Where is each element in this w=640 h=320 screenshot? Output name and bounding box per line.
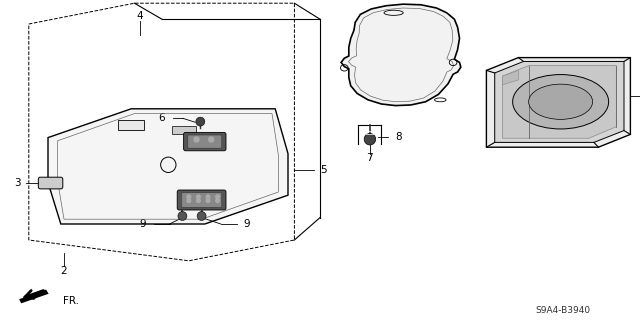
Circle shape (205, 198, 211, 203)
Text: 8: 8 (396, 132, 402, 142)
Circle shape (193, 136, 200, 143)
Text: 2: 2 (61, 266, 67, 276)
Polygon shape (486, 58, 630, 147)
Circle shape (196, 198, 201, 203)
Bar (118, 120, 144, 130)
Text: 7: 7 (367, 153, 373, 164)
Text: 5: 5 (320, 164, 326, 175)
Polygon shape (48, 109, 288, 224)
Polygon shape (19, 290, 49, 303)
Text: 9: 9 (243, 219, 250, 229)
Ellipse shape (529, 84, 593, 119)
FancyBboxPatch shape (188, 135, 222, 148)
Circle shape (364, 133, 376, 145)
Bar (172, 126, 196, 134)
Text: 3: 3 (14, 178, 20, 188)
Polygon shape (341, 4, 461, 106)
Polygon shape (502, 70, 518, 85)
FancyBboxPatch shape (38, 177, 63, 189)
Polygon shape (495, 61, 624, 142)
Circle shape (178, 212, 187, 220)
FancyBboxPatch shape (177, 190, 226, 210)
Text: 4: 4 (136, 11, 143, 21)
Circle shape (215, 198, 220, 203)
Text: 9: 9 (140, 219, 146, 229)
Circle shape (186, 194, 191, 199)
Circle shape (186, 198, 191, 203)
Ellipse shape (513, 75, 609, 129)
Circle shape (197, 212, 206, 220)
Polygon shape (502, 66, 616, 138)
Circle shape (205, 194, 211, 199)
Circle shape (215, 194, 220, 199)
Circle shape (196, 117, 205, 126)
Text: FR.: FR. (63, 296, 79, 306)
Circle shape (208, 136, 214, 143)
FancyBboxPatch shape (184, 132, 226, 151)
Text: 6: 6 (159, 113, 165, 124)
Text: S9A4-B3940: S9A4-B3940 (536, 306, 591, 315)
FancyBboxPatch shape (181, 193, 222, 207)
Circle shape (196, 194, 201, 199)
